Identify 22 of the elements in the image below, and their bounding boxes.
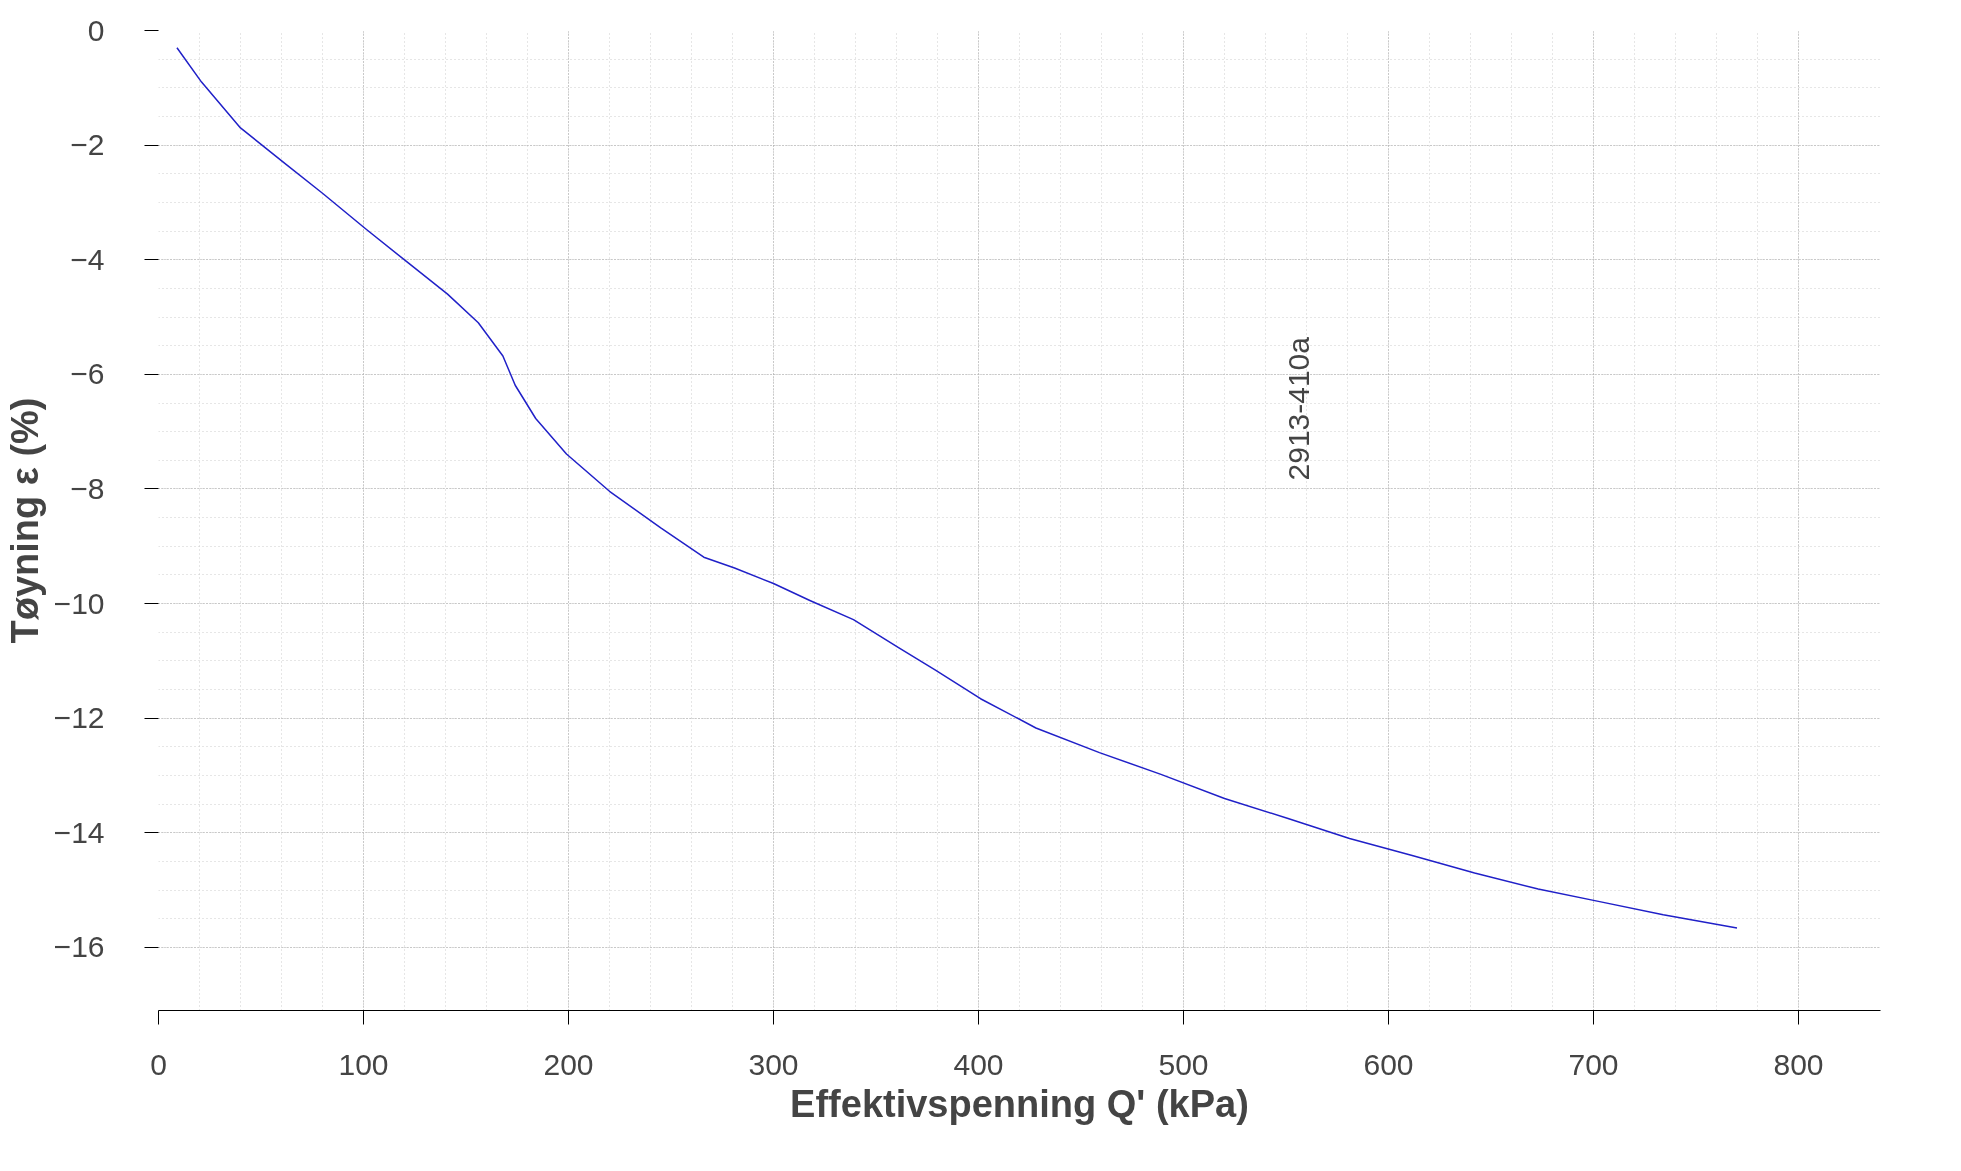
- y-tick-label: −10: [53, 586, 105, 620]
- y-tick-label: −14: [53, 815, 105, 849]
- x-tick-label: 600: [1363, 1047, 1414, 1081]
- y-axis-title: Tøyning ε (%): [3, 397, 46, 644]
- x-tick-label: 500: [1158, 1047, 1209, 1081]
- y-tick-label: −8: [70, 471, 105, 505]
- y-tick-label: −6: [70, 357, 105, 391]
- y-tick-label: −16: [53, 930, 105, 964]
- line-series: [176, 46, 1738, 929]
- y-tick-label: −2: [70, 128, 105, 162]
- x-tick-label: 400: [953, 1047, 1004, 1081]
- x-tick-label: 200: [543, 1047, 594, 1081]
- x-tick-label: 100: [338, 1047, 389, 1081]
- y-tick-label: −12: [53, 701, 105, 735]
- x-axis-title: Effektivspenning Q' (kPa): [790, 1082, 1249, 1125]
- x-tick-label: 800: [1773, 1047, 1824, 1081]
- x-tick-label: 0: [150, 1047, 167, 1081]
- x-tick-label: 300: [748, 1047, 799, 1081]
- y-tick-label: −4: [70, 242, 105, 276]
- y-tick-label: 0: [87, 13, 105, 47]
- annotation: 2913-410a: [1281, 336, 1315, 481]
- x-tick-label: 700: [1568, 1047, 1619, 1081]
